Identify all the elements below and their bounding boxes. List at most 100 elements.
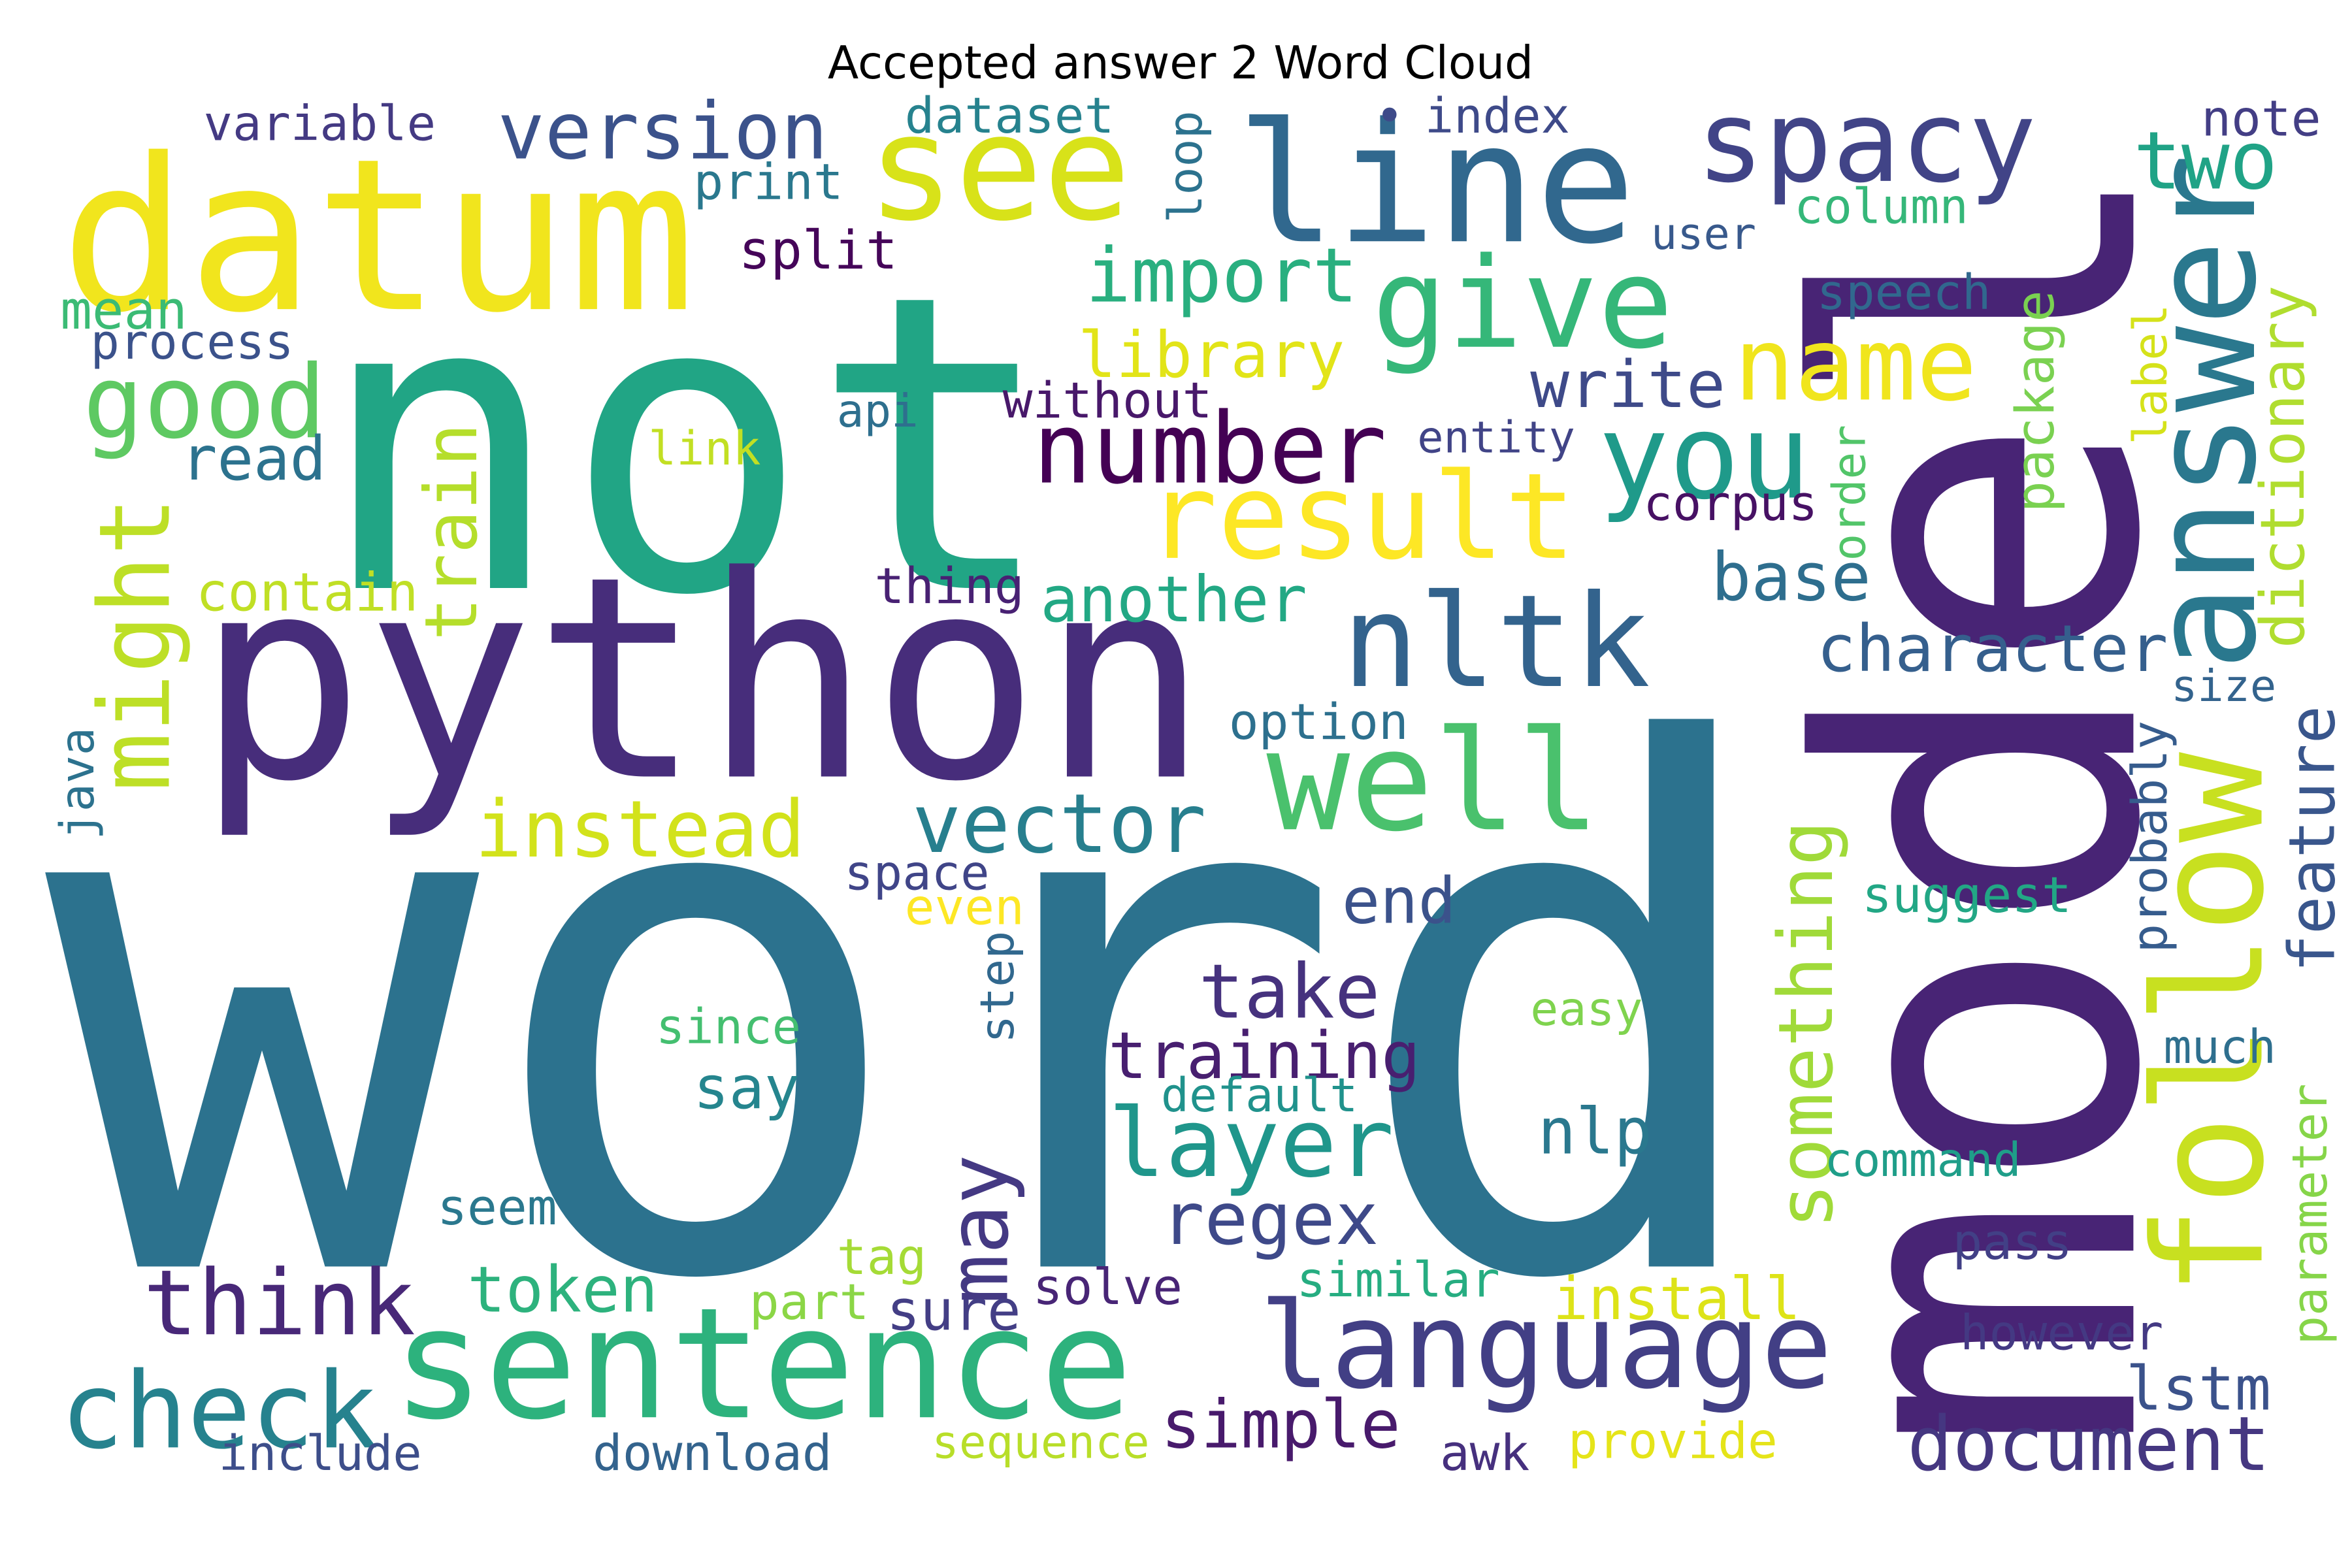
cloud-word: since (656, 999, 801, 1055)
cloud-word: dataset (905, 86, 1115, 144)
cloud-word: suggest (1862, 866, 2072, 924)
cloud-word: space (844, 845, 989, 902)
cloud-word: even (905, 878, 1024, 936)
cloud-word: instead (475, 785, 806, 875)
cloud-word: sequence (932, 1417, 1149, 1469)
cloud-word: sure (887, 1279, 1021, 1343)
cloud-word: note (2201, 90, 2321, 148)
cloud-word: provide (1568, 1412, 1778, 1470)
cloud-word: layer (1108, 1088, 1394, 1199)
cloud-word: something (1763, 821, 1850, 1229)
cloud-word: well (1266, 701, 1600, 862)
cloud-word: import (1086, 233, 1358, 320)
cloud-word: lstm (2126, 1354, 2271, 1424)
cloud-word: loop (1158, 110, 1213, 223)
cloud-word: tag (837, 1228, 927, 1286)
cloud-word: another (1040, 563, 1307, 636)
cloud-word: line (1236, 87, 1635, 280)
cloud-word: speech (1817, 265, 1991, 321)
cloud-word: order (1824, 425, 1876, 561)
cloud-word: give (1372, 231, 1673, 377)
cloud-word: include (219, 1426, 422, 1482)
cloud-word: say (694, 1054, 800, 1122)
cloud-word: simple (1161, 1386, 1401, 1463)
cloud-word: download (593, 1424, 832, 1482)
cloud-word: python (196, 517, 1209, 843)
cloud-word: token (467, 1253, 658, 1327)
cloud-word: seem (437, 1178, 557, 1236)
cloud-word: easy (1530, 982, 1642, 1036)
cloud-word: thing (874, 557, 1024, 615)
cloud-word: may (930, 1154, 1027, 1304)
cloud-word: sentence (392, 1275, 1133, 1454)
cloud-word: two (2133, 114, 2278, 207)
cloud-word: print (694, 153, 843, 211)
cloud-word: model (1732, 152, 2236, 1455)
cloud-word: datum (60, 114, 696, 359)
cloud-word: regex (1161, 1177, 1379, 1262)
title: Accepted answer 2 Word Cloud (828, 37, 1533, 90)
cloud-word: command (1824, 1133, 2021, 1187)
cloud-word: java (50, 727, 105, 840)
cloud-word: similar (1297, 1252, 1500, 1309)
cloud-word: pass (1952, 1213, 2072, 1271)
cloud-word: link (648, 421, 760, 476)
cloud-word: vector (912, 777, 1206, 872)
cloud-word: without (1003, 371, 1213, 429)
cloud-word: column (1794, 179, 1968, 235)
cloud-word: answer (2121, 154, 2288, 671)
cloud-word: name (1734, 306, 1977, 424)
cloud-word: document (1907, 1401, 2270, 1488)
cloud-word: follow (2123, 752, 2298, 1297)
cloud-word: api (837, 385, 919, 438)
cloud-word: language (1259, 1277, 1833, 1415)
cloud-word: write (1530, 348, 1725, 423)
cloud-word: install (1553, 1265, 1801, 1333)
cloud-word: mean (60, 280, 187, 342)
cloud-word: check (60, 1350, 378, 1473)
cloud-word: take (1199, 949, 1380, 1036)
cloud-word: user (1651, 208, 1756, 259)
cloud-word: package (2005, 290, 2066, 512)
cloud-word: awk (1440, 1424, 1530, 1482)
cloud-word: base (1711, 538, 1870, 615)
cloud-word: contain (196, 563, 418, 624)
cloud-word: might (78, 497, 192, 792)
cloud-word: nlp (1538, 1094, 1652, 1168)
cloud-word: result (1146, 448, 1576, 586)
cloud-word: think (143, 1250, 416, 1356)
cloud-word: • (1375, 88, 1404, 144)
cloud-word: feature (2275, 706, 2349, 972)
cloud-word: however (1960, 1305, 2163, 1361)
cloud-word: spacy (1696, 76, 2036, 208)
cloud-word: size (2171, 661, 2276, 711)
cloud-word: probably (2122, 721, 2178, 953)
cloud-word: default (1161, 1068, 1358, 1122)
cloud-word: see (867, 83, 1131, 253)
cloud-word: read (181, 423, 326, 494)
cloud-word: good (83, 344, 326, 461)
cloud-word: much (2164, 1020, 2276, 1074)
cloud-word: word (45, 598, 1780, 1437)
cloud-word: not (317, 208, 1058, 685)
cloud-word: label (2123, 304, 2178, 444)
cloud-word: corpus (1643, 476, 1818, 532)
cloud-word: library (1078, 318, 1345, 392)
cloud-word: parameter (2282, 1083, 2338, 1345)
cloud-word: version (498, 86, 828, 177)
cloud-word: number (1033, 392, 1387, 506)
cloud-word: training (1108, 1019, 1420, 1094)
cloud-word: step (970, 931, 1024, 1043)
cloud-word: index (1425, 88, 1570, 144)
cloud-word: split (739, 220, 898, 282)
cloud-word: end (1342, 864, 1456, 938)
cloud-word: character (1817, 612, 2168, 687)
cloud-word: process (90, 314, 293, 370)
cloud-word: option (1229, 693, 1409, 751)
cloud-word: variable (204, 96, 436, 152)
cloud-word: train (410, 423, 494, 640)
cloud-word: nltk (1342, 568, 1650, 717)
cloud-word: entity (1417, 412, 1575, 463)
